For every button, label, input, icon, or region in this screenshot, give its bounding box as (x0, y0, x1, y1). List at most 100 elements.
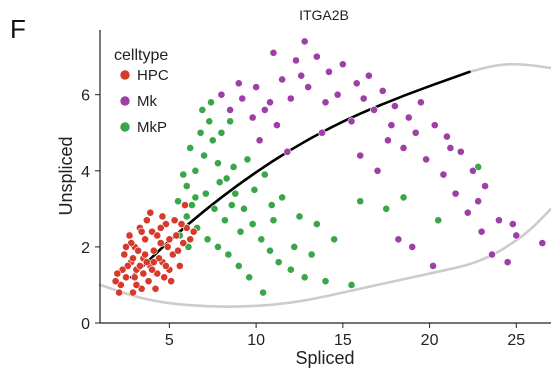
legend: celltype HPC Mk MkP (114, 47, 169, 136)
x-ticks: 5 10 15 20 25 (165, 323, 525, 349)
point-mk-33 (399, 144, 408, 152)
point-mk-36 (451, 189, 460, 198)
point-mk-40 (503, 258, 512, 267)
point-hpc-9 (149, 246, 158, 255)
point-mkp-0 (174, 197, 182, 206)
point-mk-50 (217, 90, 226, 99)
y-ticks: 0 2 4 6 (81, 88, 100, 333)
point-mk-54 (359, 94, 368, 103)
panel-letter: F (10, 14, 26, 44)
point-mkp-32 (215, 178, 224, 187)
point-mk-58 (474, 197, 483, 206)
point-mkp-54 (207, 98, 215, 107)
y-tick-label: 2 (81, 240, 90, 257)
legend-marker-mk (119, 95, 131, 107)
point-mk-56 (411, 128, 420, 137)
data-points (111, 37, 547, 297)
point-hpc-32 (130, 273, 139, 282)
point-mkp-19 (300, 273, 309, 282)
point-hpc-22 (137, 284, 146, 293)
point-mkp-24 (203, 235, 212, 244)
y-tick-label: 4 (81, 164, 90, 181)
point-mkp-8 (196, 128, 205, 137)
legend-marker-hpc (119, 69, 131, 81)
point-hpc-46 (158, 212, 167, 221)
point-mkp-36 (278, 193, 287, 202)
point-hpc-15 (156, 239, 165, 247)
point-hpc-34 (118, 265, 127, 274)
point-mkp-9 (205, 117, 214, 126)
point-mk-3 (266, 98, 274, 107)
point-hpc-20 (162, 220, 170, 228)
point-mk-30 (347, 117, 356, 126)
point-mkp-6 (226, 117, 234, 126)
point-mkp-20 (321, 277, 330, 286)
point-mkp-16 (266, 246, 274, 255)
x-tick-label: 5 (165, 332, 174, 349)
point-mk-7 (312, 52, 321, 61)
point-mk-4 (278, 75, 287, 84)
x-tick-label: 10 (247, 332, 265, 349)
point-mkp-44 (474, 163, 483, 171)
point-mk-46 (318, 128, 326, 137)
point-mkp-53 (198, 106, 207, 114)
point-mk-9 (338, 60, 347, 69)
x-tick-label: 25 (507, 332, 525, 349)
point-mk-28 (304, 83, 313, 91)
point-hpc-16 (168, 250, 177, 259)
point-mkp-10 (214, 159, 222, 168)
point-hpc-18 (111, 277, 120, 286)
point-hpc-56 (137, 227, 146, 236)
point-hpc-23 (129, 288, 137, 297)
point-mkp-46 (191, 193, 200, 202)
point-hpc-6 (116, 281, 125, 289)
point-mk-55 (387, 121, 396, 130)
point-mkp-58 (250, 185, 259, 194)
point-mk-19 (469, 166, 477, 175)
point-hpc-60 (181, 201, 189, 209)
point-mkp-48 (220, 216, 229, 225)
point-mk-39 (488, 250, 496, 259)
point-hpc-35 (139, 269, 148, 278)
legend-title: celltype (114, 47, 168, 64)
point-mkp-37 (295, 212, 304, 221)
point-mk-45 (283, 147, 292, 156)
point-mkp-40 (356, 197, 365, 206)
point-mk-1 (238, 94, 247, 103)
point-mk-17 (443, 132, 451, 141)
point-mk-49 (234, 79, 243, 88)
point-mkp-59 (267, 201, 276, 209)
point-mk-32 (384, 136, 392, 145)
point-mkp-47 (210, 204, 219, 213)
point-hpc-42 (127, 239, 136, 247)
point-hpc-4 (153, 269, 162, 278)
point-hpc-57 (129, 254, 137, 263)
point-hpc-49 (149, 258, 158, 267)
point-mkp-7 (186, 144, 195, 152)
point-mkp-41 (382, 204, 391, 213)
legend-marker-mkp (119, 121, 131, 133)
point-mk-52 (297, 71, 306, 80)
point-mk-38 (477, 227, 486, 236)
point-mkp-56 (184, 242, 193, 251)
point-hpc-61 (189, 227, 198, 236)
point-mkp-2 (191, 166, 200, 175)
point-mk-16 (430, 121, 439, 130)
fit-curve-2 (468, 62, 551, 74)
point-mk-42 (429, 262, 437, 270)
point-hpc-53 (162, 262, 170, 270)
fit-curve-1 (98, 207, 551, 308)
point-mkp-31 (201, 189, 210, 198)
point-mk-14 (404, 113, 413, 122)
point-mk-48 (373, 166, 382, 175)
point-mk-5 (292, 56, 300, 65)
point-hpc-48 (174, 246, 182, 255)
point-mk-15 (417, 98, 425, 107)
point-mk-10 (352, 79, 361, 88)
point-mkp-39 (330, 235, 339, 244)
point-hpc-50 (186, 235, 195, 244)
point-hpc-44 (167, 277, 176, 286)
point-mkp-22 (182, 212, 191, 221)
point-hpc-33 (148, 265, 156, 274)
